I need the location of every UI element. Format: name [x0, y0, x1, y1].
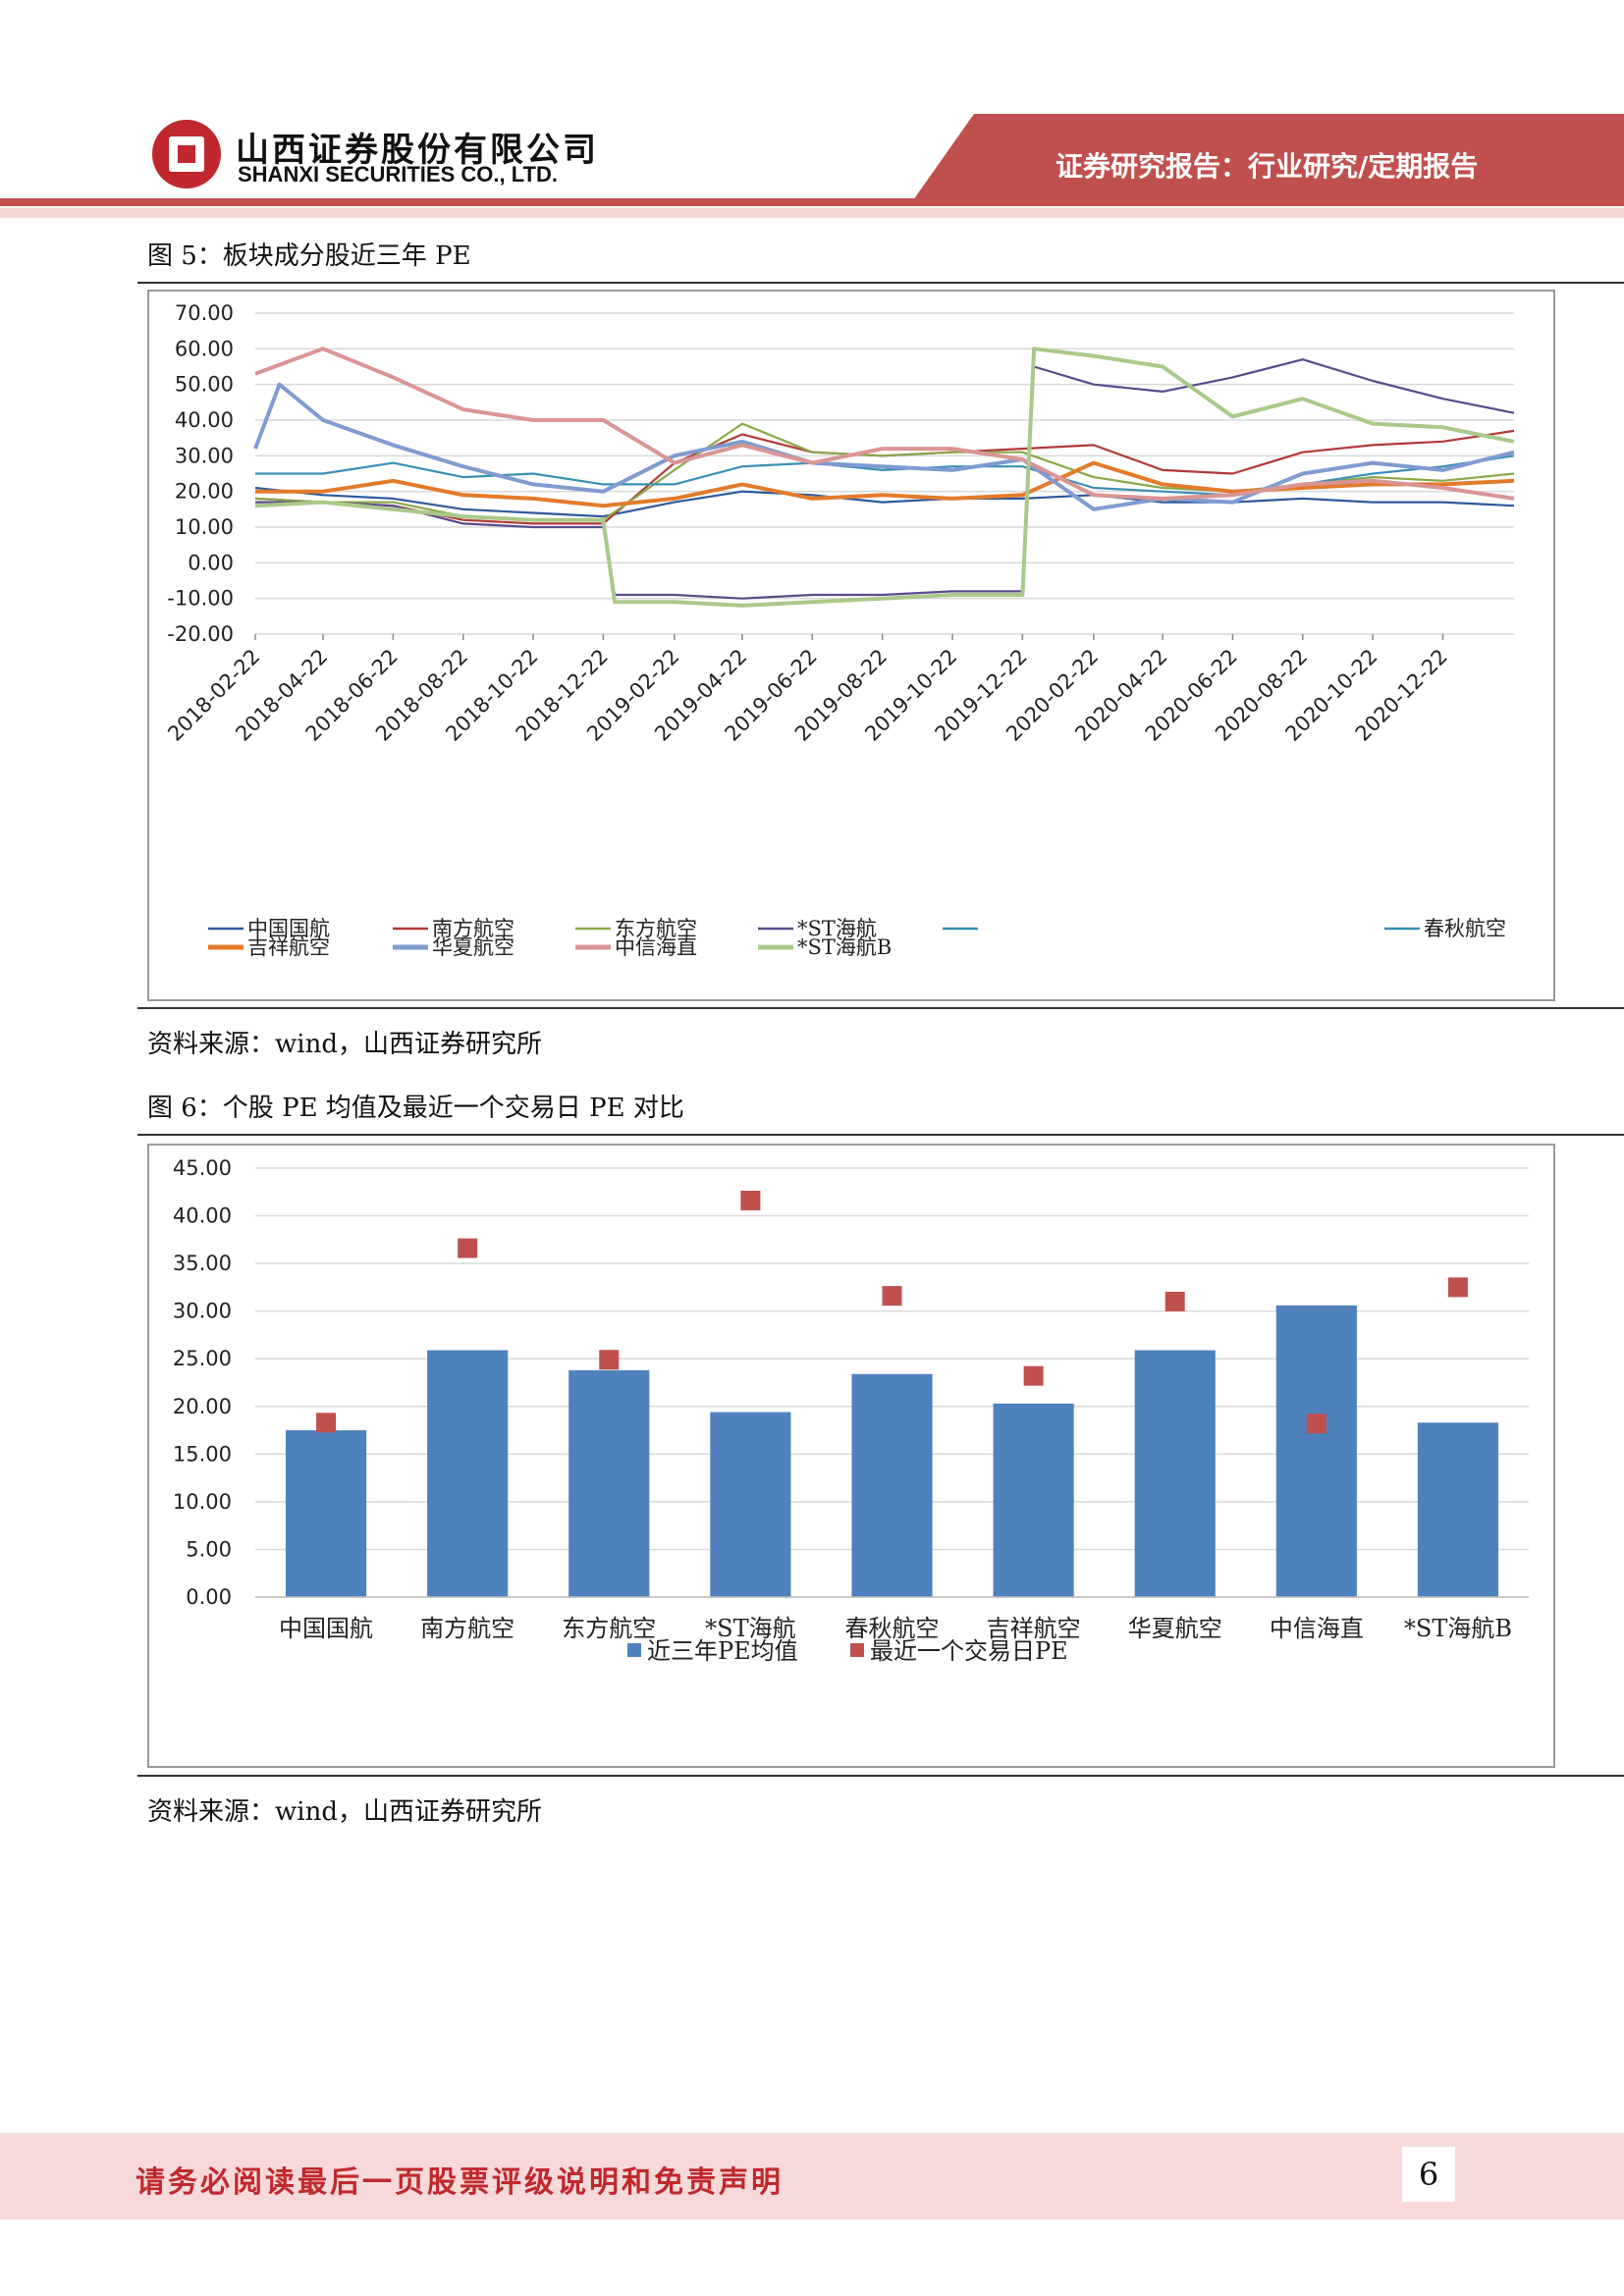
figure6-category-label: *ST海航B	[1404, 1615, 1512, 1642]
figure5-legend-label: *ST海航B	[797, 935, 892, 959]
figure6-category-label: *ST海航	[705, 1615, 795, 1642]
figure6-marker	[599, 1350, 620, 1370]
company-logo-icon	[152, 120, 221, 188]
figure6-category-label: 南方航空	[420, 1615, 514, 1642]
figure6-bar	[1417, 1422, 1499, 1597]
report-type: 证券研究报告：行业研究/定期报告	[1056, 150, 1479, 183]
figure5-series-line	[254, 486, 1515, 518]
figure5-series-line	[254, 347, 1515, 501]
figure6-y-tick: 45.00	[173, 1156, 232, 1180]
header-band	[913, 114, 1624, 200]
figure5-legend-label: 中信海直	[615, 935, 697, 959]
figure5-legend-label: *ST海航	[797, 917, 877, 940]
figure6-category-label: 东方航空	[562, 1615, 656, 1642]
figure6-y-tick: 0.00	[186, 1585, 232, 1609]
figure5-series-line	[254, 347, 1515, 608]
figure5-source: 资料来源：wind，山西证券研究所	[147, 1030, 542, 1059]
figure6-bar	[568, 1369, 650, 1597]
figure6-bottom-rule	[137, 1775, 1624, 1777]
figure5-y-tick: 10.00	[175, 515, 234, 539]
figure6-y-tick: 25.00	[173, 1347, 232, 1370]
figure6-legend-label: 最近一个交易日PE	[870, 1637, 1068, 1665]
figure6-category-label: 中信海直	[1270, 1615, 1364, 1642]
figure5-y-tick: 70.00	[175, 301, 234, 325]
figure6-legend-swatch	[627, 1643, 641, 1657]
figure6-y-tick: 35.00	[173, 1252, 232, 1275]
figure6-marker	[1306, 1414, 1326, 1434]
figure6-y-tick: 15.00	[173, 1442, 232, 1466]
figure6-category-label: 中国国航	[279, 1615, 373, 1642]
figure5-legend-label: 吉祥航空	[247, 935, 330, 959]
company-name-cn: 山西证券股份有限公司	[236, 131, 599, 170]
figure6-bar-chart: 45.00 40.00 35.00 30.00 25.00 20.00 15.00 10.00…	[173, 1156, 1529, 1665]
footer-disclaimer: 请务必阅读最后一页股票评级说明和免责声明	[135, 2165, 784, 2200]
figure6-marker	[1164, 1291, 1185, 1311]
figure6-legend-swatch	[850, 1643, 864, 1657]
figure6-marker	[458, 1238, 478, 1258]
figure6-marker	[1023, 1365, 1044, 1386]
figure5-series-line	[255, 460, 1515, 508]
figure6-top-rule	[137, 1134, 1624, 1136]
figure6-bar	[1275, 1305, 1357, 1597]
page-header: 山西证券股份有限公司 SHANXI SECURITIES CO., LTD. 证…	[0, 0, 1624, 226]
figure5-top-rule	[137, 282, 1624, 284]
figure5-y-tick: 30.00	[175, 444, 234, 467]
figure6-category-label: 吉祥航空	[987, 1615, 1081, 1642]
figure5-legend-label: 春秋航空	[1424, 917, 1506, 940]
header-divider-light	[0, 208, 1624, 218]
figure6-marker	[740, 1191, 761, 1211]
figure6-y-tick: 20.00	[173, 1395, 232, 1418]
figure5-y-tick: 40.00	[175, 408, 234, 432]
figure6-bar	[285, 1430, 367, 1597]
figure6-y-tick: 10.00	[173, 1490, 232, 1514]
figure5-title: 图 5：板块成分股近三年 PE	[147, 241, 471, 271]
figure5-legend-label: 中国国航	[247, 917, 330, 940]
figure6-y-tick: 30.00	[173, 1300, 232, 1323]
figure6-bar	[427, 1350, 509, 1597]
figure5-line-chart: 70.00 60.00 50.00 40.00 30.00 20.00 10.00 0.00 -…	[163, 301, 1515, 959]
figure5-y-tick: 20.00	[175, 480, 234, 504]
figure6-legend-label: 近三年PE均值	[647, 1637, 798, 1665]
figure6-source: 资料来源：wind，山西证券研究所	[147, 1797, 542, 1827]
figure6-y-tick: 40.00	[173, 1204, 232, 1228]
figure6-bar	[993, 1403, 1074, 1597]
figure5-chart-frame: 70.00 60.00 50.00 40.00 30.00 20.00 10.00 0.00 -…	[147, 290, 1555, 1001]
company-name-en: SHANXI SECURITIES CO., LTD.	[238, 162, 558, 187]
header-divider	[0, 198, 1624, 206]
footer-band	[0, 2133, 1624, 2219]
figure6-bar	[710, 1412, 791, 1597]
figure5-series-line	[254, 429, 1515, 525]
figure6-bar	[1134, 1350, 1216, 1597]
figure6-chart-frame: 45.00 40.00 35.00 30.00 25.00 20.00 15.00 10.00…	[147, 1144, 1555, 1768]
figure5-y-tick: -10.00	[167, 587, 234, 611]
figure6-marker	[882, 1286, 902, 1307]
figure5-legend-label: 华夏航空	[432, 935, 514, 959]
figure6-category-label: 春秋航空	[845, 1615, 940, 1642]
figure5-series-line	[253, 382, 1515, 511]
figure6-category-label: 华夏航空	[1128, 1615, 1222, 1642]
figure6-title: 图 6：个股 PE 均值及最近一个交易日 PE 对比	[147, 1094, 684, 1123]
figure5-y-tick: 50.00	[175, 373, 234, 397]
figure6-bar	[851, 1373, 933, 1597]
figure5-bottom-rule	[137, 1007, 1624, 1009]
figure5-y-tick: 0.00	[188, 551, 234, 574]
figure5-legend-label: 南方航空	[432, 917, 514, 940]
figure5-y-tick: 60.00	[175, 337, 234, 360]
figure5-legend-label: 东方航空	[615, 917, 697, 940]
figure6-marker	[1447, 1277, 1468, 1298]
figure6-y-tick: 5.00	[186, 1537, 232, 1561]
figure5-series-line	[255, 358, 1515, 600]
figure5-y-tick: -20.00	[167, 622, 234, 646]
page-number: 6	[1402, 2147, 1455, 2202]
figure6-marker	[316, 1413, 337, 1433]
